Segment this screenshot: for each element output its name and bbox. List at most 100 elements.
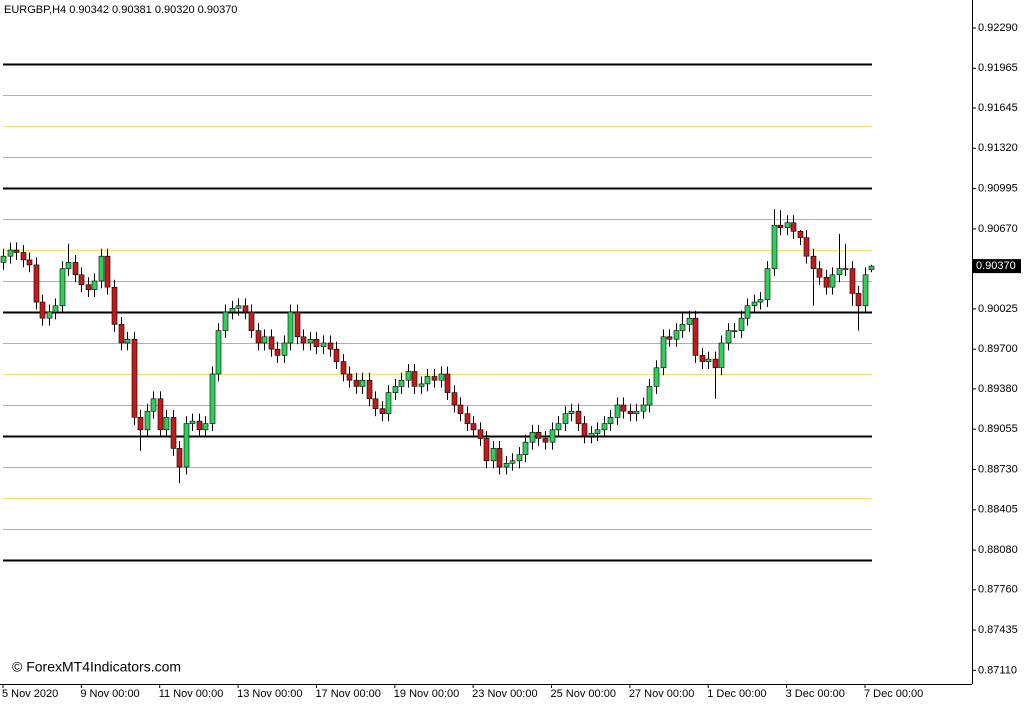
- candle-body: [307, 338, 314, 344]
- candle-body: [842, 268, 849, 270]
- candle-body: [679, 324, 686, 331]
- candle-body: [516, 454, 523, 462]
- candle-body: [607, 417, 614, 424]
- candle-body: [810, 255, 817, 269]
- y-tick-label: 0.88405: [978, 504, 1018, 516]
- candle-body: [601, 423, 608, 431]
- candle-body: [555, 423, 562, 431]
- candle-body: [215, 330, 222, 375]
- candle-body: [418, 383, 425, 387]
- candle-body: [594, 429, 601, 434]
- candle-body: [340, 361, 347, 375]
- candle-body: [242, 305, 249, 313]
- candle-body: [372, 398, 379, 410]
- candle-body: [91, 280, 98, 290]
- candle-body: [790, 222, 797, 232]
- candle-body: [72, 262, 79, 276]
- candle-body: [529, 431, 536, 443]
- candle-body: [627, 410, 634, 414]
- x-axis: 5 Nov 2020 9 Nov 00:00 11 Nov 00:00 13 Nov …: [2, 684, 923, 700]
- current-price-box: [973, 259, 1021, 274]
- candle-body: [189, 420, 196, 424]
- x-tick-label: 27 Nov 00:00: [629, 688, 694, 700]
- x-tick-label: 7 Dec 00:00: [864, 688, 923, 700]
- x-tick-label: 5 Nov 2020: [2, 688, 58, 700]
- candle-body: [829, 274, 836, 288]
- candle-body: [20, 252, 27, 261]
- candle-body: [33, 264, 40, 303]
- candle-body: [52, 305, 59, 313]
- candle-body: [653, 367, 660, 387]
- candle-body: [692, 317, 699, 356]
- candle-body: [470, 423, 477, 431]
- candle-body: [562, 413, 569, 424]
- current-price-label: 0.90370: [976, 260, 1016, 272]
- x-tick-label: 11 Nov 00:00: [159, 688, 224, 700]
- candle-body: [385, 392, 392, 414]
- y-tick-label: 0.90670: [978, 223, 1018, 235]
- candle-body: [757, 299, 764, 303]
- candle-body: [764, 268, 771, 300]
- candle-body: [862, 274, 869, 307]
- candle-body: [535, 431, 542, 439]
- candle-body: [705, 358, 712, 362]
- candle-body: [451, 392, 458, 406]
- candle-body: [673, 330, 680, 340]
- candle-body: [738, 317, 745, 331]
- candle-body: [666, 336, 673, 340]
- candle-body: [803, 237, 810, 257]
- candle-body: [620, 404, 627, 412]
- price-panel: [972, 0, 1024, 704]
- candle-body: [751, 301, 758, 307]
- candle-body: [797, 231, 804, 238]
- candle-body: [633, 410, 640, 414]
- candle-body: [300, 336, 307, 344]
- candle-body: [98, 255, 105, 282]
- candle-body: [699, 355, 706, 362]
- candle-body: [209, 373, 216, 424]
- candle-body: [287, 311, 294, 344]
- x-tick-label: 19 Nov 00:00: [394, 688, 459, 700]
- candle-body: [405, 371, 412, 381]
- candle-body: [118, 324, 125, 344]
- candle-body: [313, 338, 320, 348]
- candle-body: [496, 448, 503, 468]
- plot-area: [0, 63, 875, 562]
- candle-body: [431, 376, 438, 381]
- candle-body: [346, 373, 353, 381]
- x-tick-label: 23 Nov 00:00: [472, 688, 537, 700]
- candle-body: [646, 386, 653, 406]
- candle-body: [85, 284, 92, 290]
- candle-body: [366, 379, 373, 400]
- candle-body: [248, 311, 255, 331]
- y-tick-label: 0.87110: [978, 664, 1017, 676]
- candle-body: [731, 330, 738, 332]
- y-tick-label: 0.88730: [978, 463, 1018, 475]
- y-tick-label: 0.89700: [978, 343, 1018, 355]
- candle-body: [549, 429, 556, 443]
- candle-body: [855, 293, 862, 307]
- candle-body: [65, 262, 72, 269]
- candle-body: [78, 274, 85, 286]
- candle-body: [640, 404, 647, 412]
- candle-body: [424, 376, 431, 385]
- candle-body: [333, 348, 340, 362]
- candle-body: [59, 268, 66, 307]
- candle-body: [588, 433, 595, 437]
- y-tick-label: 0.87760: [978, 584, 1018, 596]
- y-tick-label: 0.87435: [978, 624, 1018, 636]
- candle-body: [503, 462, 510, 468]
- candle-body: [7, 249, 14, 257]
- candle-body: [868, 265, 875, 270]
- candle-body: [660, 336, 667, 369]
- candle-body: [163, 417, 170, 431]
- x-tick-label: 17 Nov 00:00: [315, 688, 380, 700]
- x-tick-label: 13 Nov 00:00: [237, 688, 302, 700]
- y-tick-label: 0.90025: [978, 303, 1018, 315]
- candle-body: [235, 305, 242, 309]
- candle-body: [274, 348, 281, 356]
- candle-body: [26, 259, 33, 266]
- y-tick-label: 0.91645: [978, 102, 1018, 114]
